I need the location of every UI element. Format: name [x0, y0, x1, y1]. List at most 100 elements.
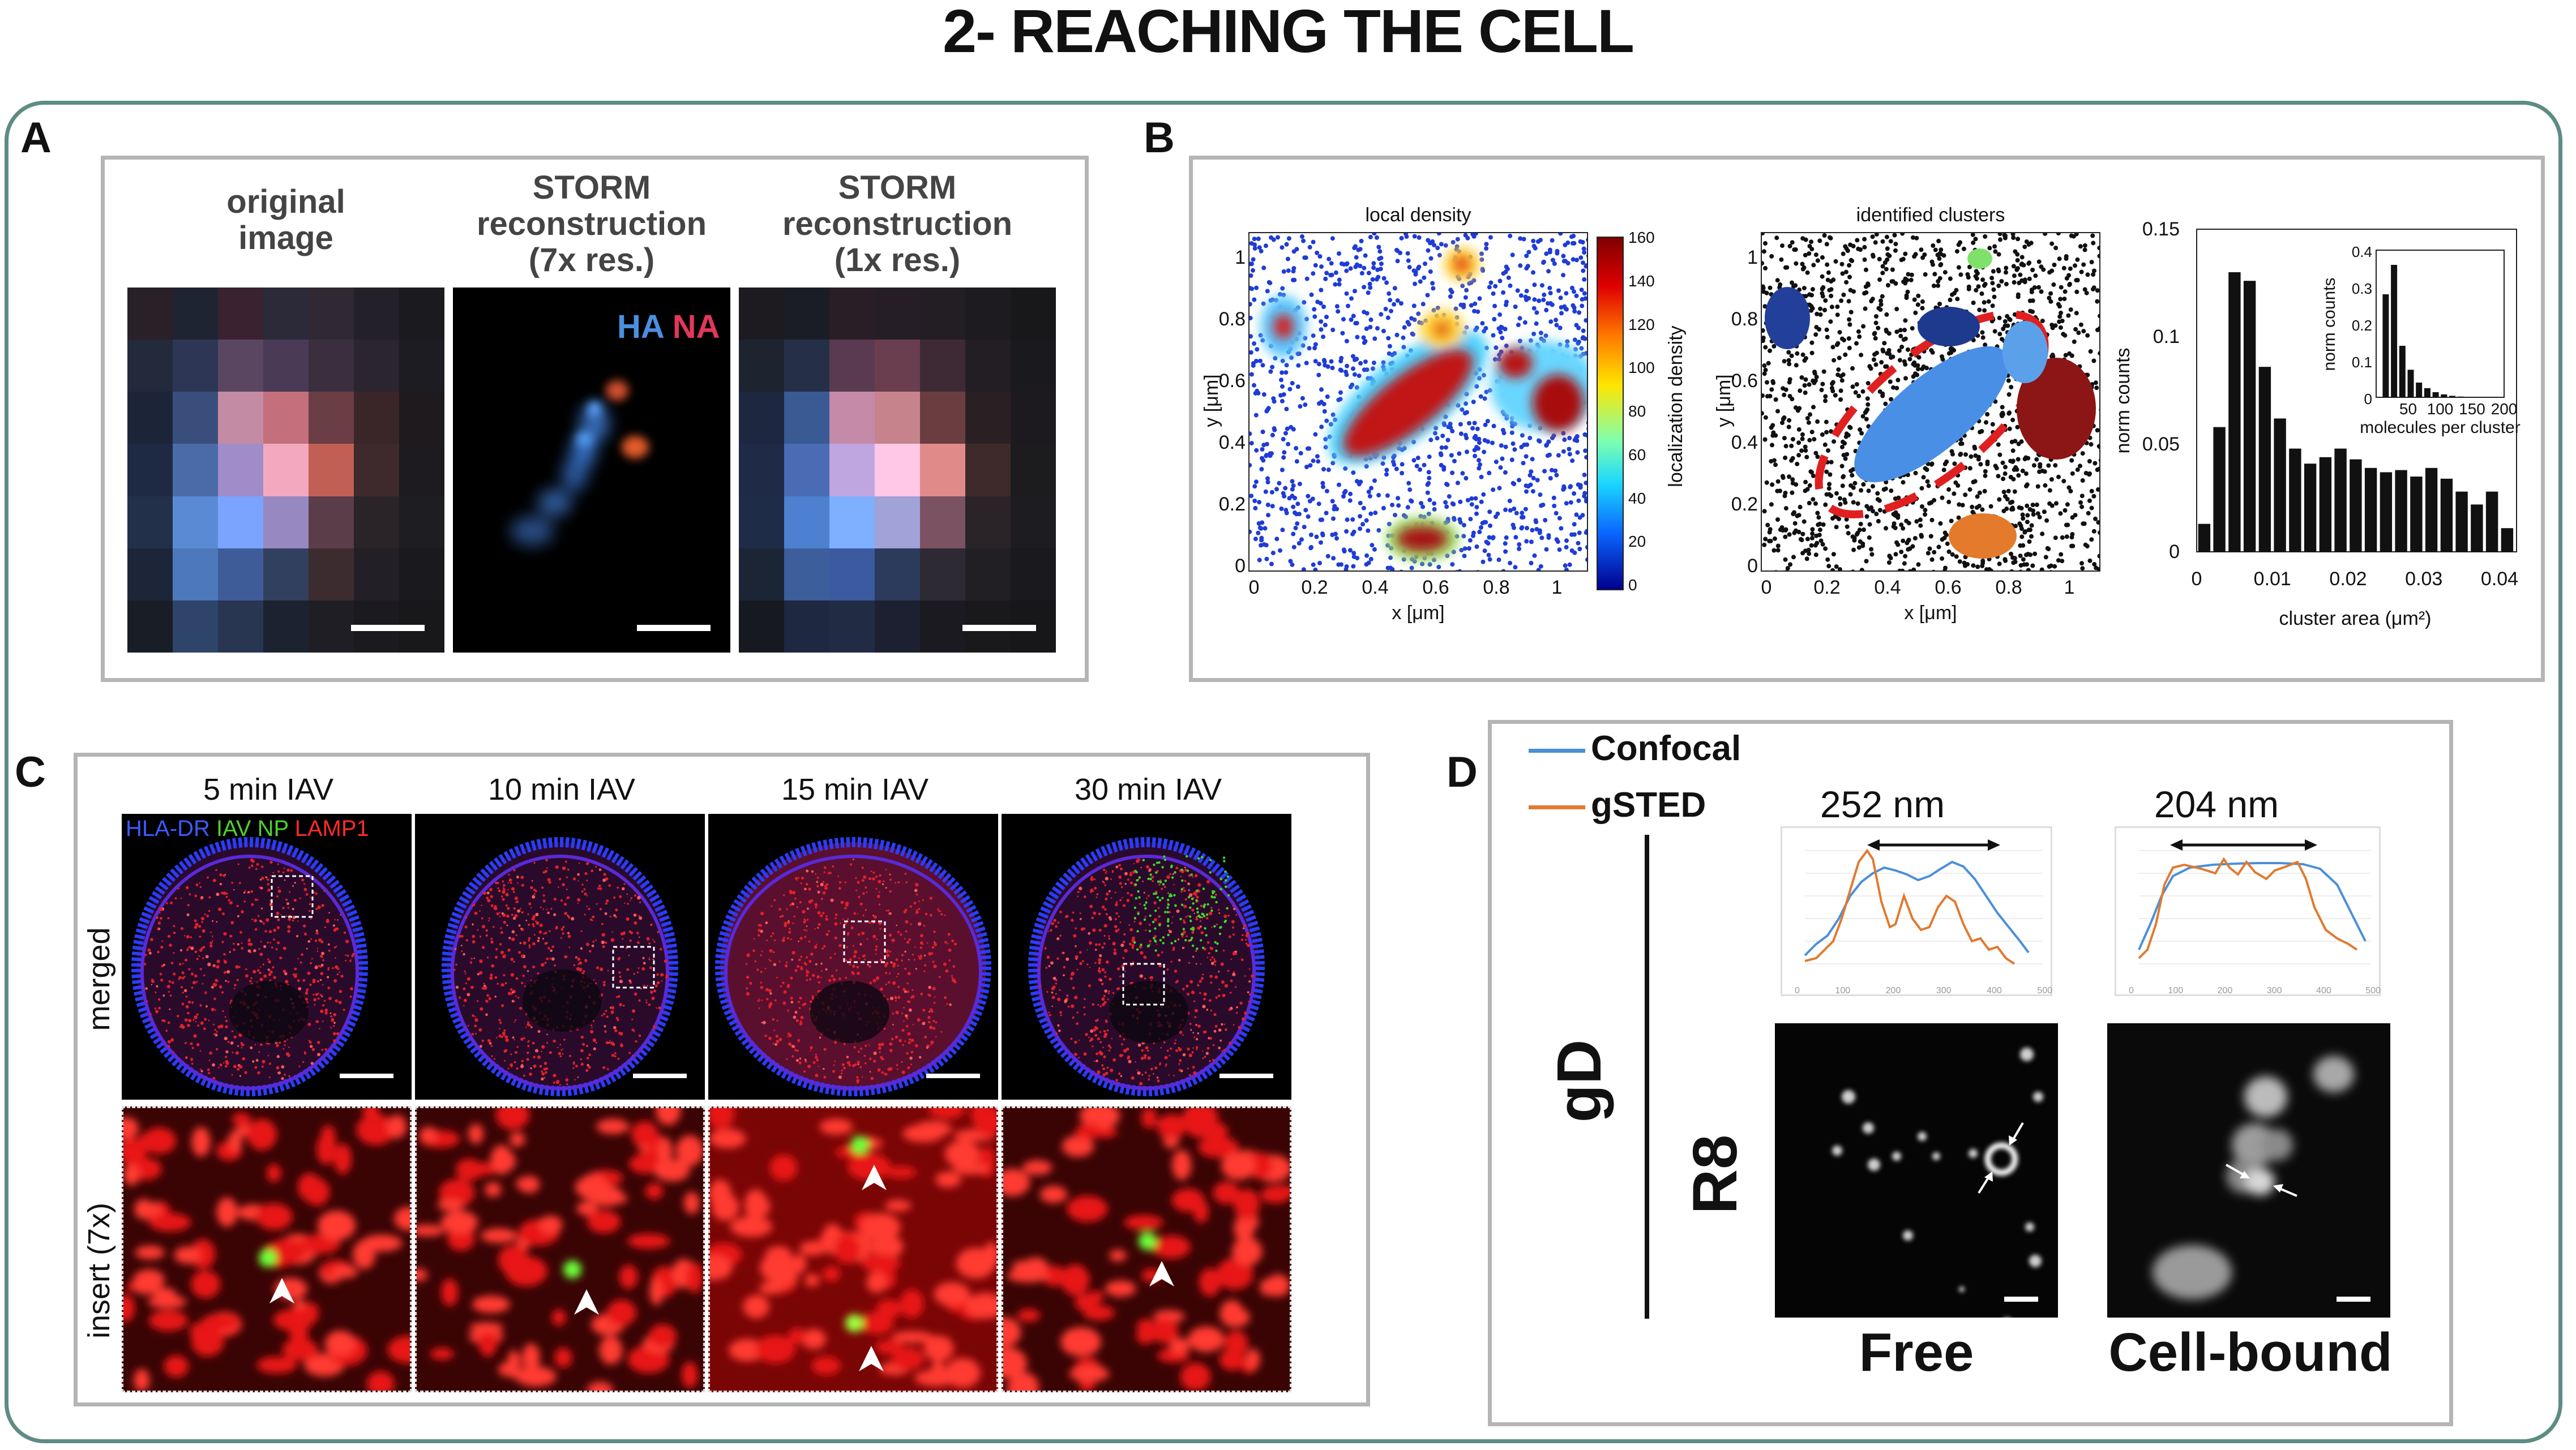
- histogram-bar: [2501, 528, 2514, 552]
- histogram-bar: [2198, 524, 2211, 552]
- y-tick-label: 0.2: [1218, 494, 1246, 515]
- histogram-bar: [2258, 367, 2271, 552]
- image-pixel: [875, 392, 920, 444]
- insert-image: [415, 1106, 705, 1392]
- insert-image: [1002, 1106, 1291, 1392]
- image-pixel: [920, 392, 965, 444]
- inset-bar: [2407, 370, 2414, 398]
- image-pixel: [354, 288, 399, 340]
- image-pixel: [399, 340, 444, 392]
- image-pixel: [173, 600, 218, 653]
- image-pixel: [739, 288, 784, 340]
- image-pixel: [739, 496, 784, 548]
- storm-1x-image: [739, 288, 1056, 653]
- histogram-bar: [2334, 448, 2347, 552]
- legend-hla-dr: HLA-DR: [126, 816, 210, 841]
- image-pixel: [875, 548, 920, 600]
- y-tick-label: 0.3: [2351, 280, 2372, 297]
- y-tick-label: 0: [1235, 555, 1246, 577]
- image-pixel: [173, 444, 218, 496]
- inset-histogram: [2375, 249, 2505, 399]
- y-tick-label: 0.1: [2153, 326, 2180, 348]
- x-tick-label: 150: [2459, 400, 2485, 418]
- image-pixel: [399, 392, 444, 444]
- image-pixel: [354, 548, 399, 600]
- image-pixel: [875, 288, 920, 340]
- header-storm-7x: STORM reconstruction (7x res.): [476, 169, 707, 278]
- image-pixel: [965, 496, 1011, 548]
- inset-histogram-svg: [2376, 250, 2505, 398]
- image-pixel: [875, 600, 920, 653]
- gd-label: gD: [1544, 1039, 1614, 1123]
- image-pixel: [263, 600, 309, 653]
- x-tick-label: 0: [1761, 577, 1772, 598]
- x-tick-label: 0.6: [1422, 577, 1449, 598]
- inset-x-ticks: 50 100 150 200: [2375, 399, 2517, 418]
- image-pixel: [875, 444, 920, 496]
- histogram: [2185, 224, 2525, 560]
- y-tick-label: 0.4: [1218, 432, 1246, 453]
- histogram-bar: [2243, 281, 2256, 552]
- image-pixel: [784, 288, 829, 340]
- image-pixel: [127, 444, 173, 496]
- r8-label: R8: [1680, 1134, 1750, 1215]
- y-tick-label: 0.15: [2142, 218, 2180, 240]
- legend-confocal-line: [1529, 749, 1585, 753]
- image-pixel: [829, 548, 875, 600]
- histogram-bar: [2319, 457, 2332, 552]
- legend-confocal: Confocal: [1591, 729, 1741, 768]
- divider-line: [1645, 835, 1649, 1319]
- image-pixel: [218, 496, 263, 548]
- insert-image: [708, 1106, 998, 1392]
- legend-ha-na: HA NA: [617, 310, 720, 344]
- image-pixel: [127, 600, 173, 653]
- x-tick-label: 0.4: [1362, 577, 1389, 598]
- legend-lamp1: LAMP1: [294, 816, 369, 841]
- image-pixel: [965, 548, 1011, 600]
- inset-bar: [2416, 383, 2423, 397]
- histogram-bar: [2485, 491, 2498, 552]
- y-tick-label: 60: [1628, 445, 1646, 464]
- histogram-bar: [2395, 470, 2407, 552]
- profile-1-width: 252 nm: [1820, 783, 1945, 825]
- legend-gsted: gSTED: [1591, 786, 1706, 825]
- image-pixel: [309, 548, 354, 600]
- image-pixel: [263, 548, 309, 600]
- image-pixel: [399, 288, 444, 340]
- histogram-x-ticks: 0 0.01 0.02 0.03 0.04: [2185, 569, 2525, 597]
- merged-image: [122, 814, 412, 1100]
- image-pixel: [920, 548, 965, 600]
- image-pixel: [829, 340, 875, 392]
- y-tick-label: 0.6: [1218, 370, 1246, 392]
- scale-bar: [633, 1074, 687, 1078]
- row-merged: merged: [82, 927, 116, 1031]
- y-tick-label: 0: [2364, 391, 2372, 407]
- x-tick-label: 400: [1987, 986, 2002, 996]
- col-15min: 15 min IAV: [781, 773, 929, 806]
- y-tick-label: 1: [1747, 247, 1758, 268]
- image-pixel: [263, 288, 309, 340]
- image-pixel: [965, 340, 1011, 392]
- image-pixel: [739, 548, 784, 600]
- legend-gsted-line: [1529, 805, 1585, 809]
- image-pixel: [263, 496, 309, 548]
- x-tick-label: 100: [1835, 986, 1851, 996]
- panel-label-a: A: [20, 114, 52, 162]
- image-pixel: [218, 600, 263, 653]
- x-tick-label: 0.03: [2405, 568, 2443, 590]
- image-pixel: [784, 548, 829, 600]
- x-tick-label: 1: [2064, 577, 2075, 598]
- legend-na: NA: [672, 308, 720, 345]
- image-pixel: [354, 340, 399, 392]
- x-tick-label: 50: [2399, 400, 2417, 418]
- y-tick-label: 0.1: [2351, 354, 2372, 371]
- y-tick-label: 0.2: [2351, 317, 2372, 334]
- y-tick-label: 140: [1628, 272, 1655, 290]
- histogram-bar: [2425, 467, 2438, 552]
- histogram-bar: [2440, 478, 2453, 552]
- clusters-plot: [1761, 232, 2100, 572]
- image-pixel: [829, 444, 875, 496]
- arrowhead-icon: [859, 1346, 884, 1371]
- image-pixel: [127, 548, 173, 600]
- y-tick-label: 0.6: [1731, 370, 1758, 392]
